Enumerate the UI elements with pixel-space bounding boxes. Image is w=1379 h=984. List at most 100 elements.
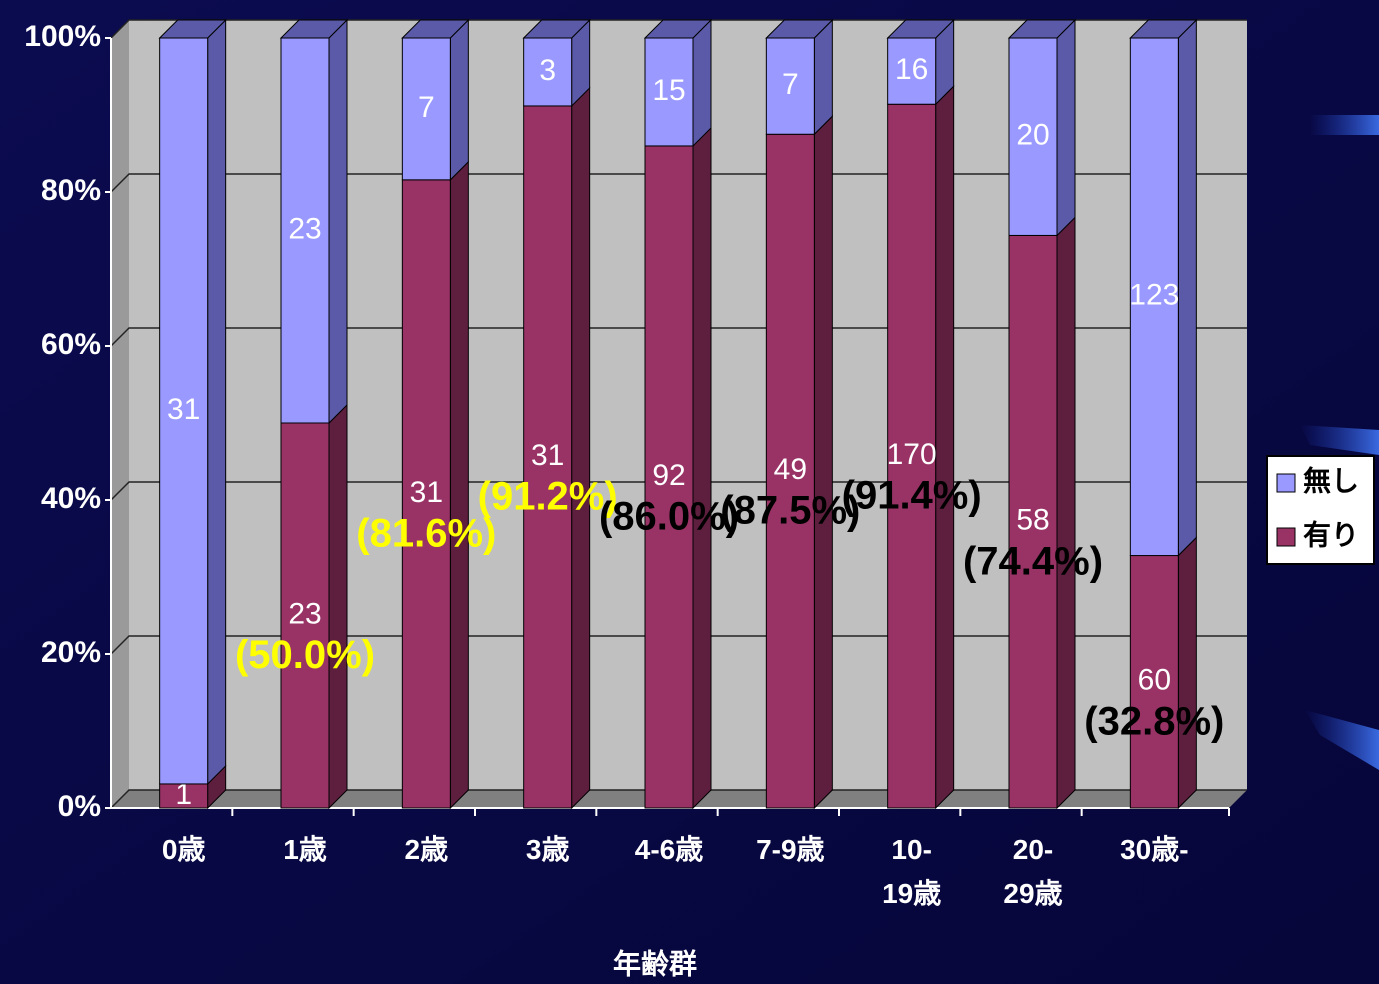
bar-side [207, 18, 227, 786]
data-label: 1 [175, 778, 192, 811]
data-label: 15 [652, 74, 685, 107]
legend-swatch [1276, 527, 1296, 547]
bar-top [1007, 19, 1077, 39]
legend-swatch [1276, 473, 1296, 493]
x-tick-label: 30歳- [1120, 834, 1188, 865]
bar-side [1177, 18, 1197, 557]
decor [1300, 425, 1379, 455]
grid-line [110, 19, 1247, 39]
x-tick-label: 3歳 [526, 834, 570, 865]
data-label: 58 [1016, 504, 1049, 537]
percent-label: (50.0%) [235, 633, 375, 677]
x-tick-line: 1歳 [283, 834, 327, 865]
bar-side [813, 18, 833, 136]
bar-top [886, 19, 955, 39]
bar-side [449, 160, 469, 810]
bar-top [522, 19, 591, 39]
y-tick-label: 100% [24, 20, 101, 53]
data-label: 60 [1138, 664, 1171, 697]
y-tick-label: 80% [41, 174, 101, 207]
bar-side [1056, 216, 1076, 810]
grid-line [110, 173, 1247, 193]
data-label: 23 [288, 597, 321, 630]
legend-label: 有り [1303, 519, 1359, 550]
x-tick-line: 7-9歳 [756, 834, 824, 865]
data-label: 23 [288, 212, 321, 245]
x-tick-label: 1歳 [283, 834, 327, 865]
bar-side [571, 86, 591, 810]
left-wall [111, 20, 129, 808]
data-label: 20 [1016, 119, 1049, 152]
bar-side [1177, 536, 1197, 810]
x-tick-line: 2歳 [405, 834, 449, 865]
decor [1310, 115, 1379, 135]
x-tick-line: 30歳- [1120, 834, 1188, 865]
bar [1129, 37, 1179, 557]
bar [280, 37, 330, 424]
y-tick-label: 60% [41, 328, 101, 361]
bar-top [279, 19, 349, 39]
y-tick-label: 20% [41, 636, 101, 669]
percent-label: (91.4%) [842, 474, 982, 518]
decor [1305, 710, 1379, 770]
bar-side [935, 85, 955, 810]
bar-top [643, 19, 713, 39]
x-tick-label: 2歳 [405, 834, 449, 865]
bar [159, 783, 209, 809]
percent-label: (74.4%) [963, 539, 1103, 583]
bar [1129, 555, 1179, 809]
bar-side [449, 18, 469, 182]
bar-side [328, 18, 348, 425]
percent-label: (32.8%) [1084, 699, 1224, 743]
data-label: 31 [531, 439, 564, 472]
bar-top [1129, 19, 1198, 39]
percent-label: (86.0%) [599, 495, 739, 539]
bar-side [1056, 18, 1076, 237]
legend-label: 無し [1303, 465, 1359, 496]
x-tick-line: 4-6歳 [635, 834, 703, 865]
bar-top [158, 19, 227, 39]
data-label: 49 [774, 453, 807, 486]
bar [280, 422, 330, 809]
bar-side [813, 115, 833, 810]
bar [159, 37, 209, 785]
x-tick-label: 4-6歳 [635, 834, 703, 865]
x-tick-label: 0歳 [162, 834, 206, 865]
bar [523, 105, 573, 809]
bar-top [401, 19, 470, 39]
data-label: 3 [539, 54, 556, 87]
x-tick-line: 29歳 [1003, 878, 1062, 909]
x-tick-label: 10-19歳 [882, 834, 941, 909]
bar [644, 37, 694, 147]
x-tick-label: 20-29歳 [1003, 834, 1062, 909]
bar-top [765, 19, 834, 39]
bar-side [692, 18, 712, 148]
data-label: 92 [652, 459, 685, 492]
percent-label: (87.5%) [720, 489, 860, 533]
x-tick-line: 19歳 [882, 878, 941, 909]
x-tick-line: 20- [1013, 834, 1053, 865]
bar [644, 145, 694, 809]
x-tick-label: 7-9歳 [756, 834, 824, 865]
data-label: 7 [782, 68, 799, 101]
y-tick-label: 0% [58, 790, 101, 823]
percent-label: (81.6%) [356, 511, 496, 555]
bar-side [328, 403, 348, 810]
data-label: 31 [410, 476, 443, 509]
y-tick-label: 40% [41, 482, 101, 515]
bar-side [692, 126, 712, 810]
data-label: 16 [895, 53, 928, 86]
bar [1008, 234, 1058, 809]
bar [401, 37, 451, 181]
x-axis-label: 年齢群 [613, 947, 697, 979]
bar [765, 133, 815, 809]
bar [765, 37, 815, 135]
grid-line [110, 327, 1247, 347]
data-label: 170 [887, 438, 937, 471]
data-label: 123 [1129, 279, 1179, 312]
grid-line [110, 635, 1247, 655]
grid-line [110, 789, 1247, 809]
bar [401, 179, 451, 809]
data-label: 31 [167, 393, 200, 426]
